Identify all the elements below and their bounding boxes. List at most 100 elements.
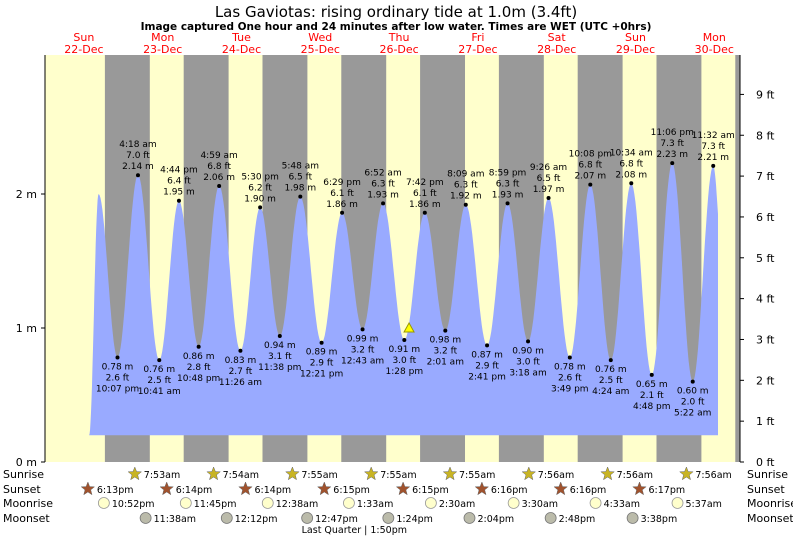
low-tide-metres: 0.98 m: [429, 336, 461, 346]
high-tide-feet: 7.3 ft: [701, 142, 725, 152]
moonset-icon: [626, 512, 639, 524]
low-tide-metres: 0.65 m: [636, 380, 668, 390]
high-tide-metres: 2.21 m: [697, 153, 729, 163]
high-tide-dot: [711, 163, 716, 168]
day-date-label: 22-Dec: [64, 43, 103, 56]
day-name-label: Mon: [703, 31, 726, 44]
right-tick-label: 0 ft: [756, 456, 775, 469]
low-tide-feet: 2.7 ft: [229, 367, 253, 377]
low-tide-time: 4:24 am: [592, 387, 629, 397]
sunrise-row-label-left: Sunrise: [3, 468, 44, 481]
low-tide-time: 11:38 pm: [258, 363, 301, 373]
high-tide-feet: 6.5 ft: [288, 173, 312, 183]
high-tide-metres: 1.86 m: [409, 200, 441, 210]
sunset-row-label-right: Sunset: [747, 483, 785, 496]
moonrise-time: 1:33am: [357, 499, 393, 510]
moonset-time: 2:48pm: [559, 514, 596, 525]
day-date-label: 27-Dec: [458, 43, 497, 56]
day-name-label: Mon: [151, 31, 174, 44]
low-tide-time: 12:43 am: [341, 356, 384, 366]
high-tide-metres: 1.93 m: [492, 190, 524, 200]
low-tide-feet: 2.6 ft: [106, 373, 130, 383]
low-tide-dot: [319, 340, 324, 345]
sunrise-time: 7:55am: [459, 470, 495, 481]
low-tide-metres: 0.99 m: [347, 334, 379, 344]
tide-curve: [89, 163, 719, 436]
day-name-label: Tue: [231, 31, 251, 44]
sunrise-star-icon: [285, 466, 300, 481]
day-date-label: 25-Dec: [301, 43, 340, 56]
high-tide-feet: 6.4 ft: [167, 177, 191, 187]
moonrise-row-label-left: Moonrise: [3, 497, 53, 510]
sunrise-star-icon: [521, 466, 537, 481]
high-tide-time: 7:42 pm: [406, 178, 444, 188]
low-tide-time: 2:41 pm: [468, 372, 506, 382]
moonrise-time: 10:52pm: [112, 499, 155, 510]
day-name-label: Wed: [308, 31, 332, 44]
day-name-label: Sun: [73, 31, 94, 44]
left-tick-label: 1 m: [16, 322, 37, 335]
high-tide-dot: [463, 202, 468, 207]
moonset-icon: [139, 512, 152, 524]
low-tide-time: 1:28 pm: [386, 367, 424, 377]
sunrise-star-icon: [127, 466, 143, 481]
high-tide-time: 4:44 pm: [160, 166, 198, 176]
low-tide-dot: [485, 343, 490, 348]
sunrise-time: 7:55am: [301, 470, 337, 481]
low-tide-time: 12:21 pm: [300, 370, 343, 380]
moonset-time: 2:04pm: [477, 514, 514, 525]
low-tide-metres: 0.76 m: [143, 365, 175, 375]
moonrise-time: 5:37am: [686, 499, 722, 510]
moonrise-icon: [671, 497, 684, 509]
moon-phase-label: Last Quarter | 1:50pm: [302, 525, 407, 536]
day-name-label: Sat: [548, 31, 567, 44]
moonrise-time: 2:30am: [439, 499, 475, 510]
high-tide-dot: [381, 201, 386, 206]
sunset-time: 6:16pm: [570, 485, 607, 496]
moonset-time: 3:38pm: [641, 514, 678, 525]
low-tide-feet: 3.1 ft: [268, 352, 292, 362]
day-date-label: 28-Dec: [537, 43, 576, 56]
low-tide-metres: 0.89 m: [306, 348, 338, 358]
high-tide-metres: 1.92 m: [450, 192, 482, 202]
high-tide-metres: 2.06 m: [203, 173, 235, 183]
moonrise-icon: [97, 497, 110, 509]
high-tide-feet: 6.1 ft: [413, 189, 437, 199]
high-tide-time: 8:59 pm: [489, 168, 527, 178]
sunset-row-label-left: Sunset: [3, 483, 41, 496]
low-tide-feet: 2.6 ft: [558, 373, 582, 383]
moonset-time: 1:24pm: [396, 514, 433, 525]
moonset-icon: [220, 512, 233, 524]
sunrise-time: 7:56am: [538, 470, 574, 481]
high-tide-time: 5:48 am: [282, 162, 319, 172]
low-tide-feet: 2.1 ft: [640, 391, 664, 401]
moonset-time: 11:38am: [154, 514, 196, 525]
right-tick-label: 9 ft: [756, 88, 775, 101]
day-name-label: Fri: [471, 31, 484, 44]
low-tide-feet: 2.0 ft: [681, 398, 705, 408]
low-tide-dot: [238, 348, 243, 353]
high-tide-feet: 6.3 ft: [496, 179, 520, 189]
low-tide-dot: [443, 328, 448, 333]
low-tide-dot: [402, 338, 407, 343]
low-tide-feet: 3.0 ft: [392, 356, 416, 366]
high-tide-feet: 6.8 ft: [578, 161, 602, 171]
right-tick-label: 5 ft: [756, 252, 775, 265]
day-date-label: 23-Dec: [143, 43, 182, 56]
sunset-time: 6:14pm: [254, 485, 291, 496]
high-tide-time: 6:29 pm: [323, 178, 361, 188]
high-tide-feet: 6.3 ft: [454, 181, 478, 191]
sunset-time: 6:15pm: [333, 485, 370, 496]
sunset-time: 6:13pm: [97, 485, 134, 496]
low-tide-feet: 3.2 ft: [351, 345, 375, 355]
right-tick-label: 2 ft: [756, 374, 775, 387]
sunset-star-icon: [80, 481, 96, 496]
sunrise-star-icon: [679, 466, 694, 481]
high-tide-dot: [670, 161, 675, 166]
high-tide-time: 4:59 am: [200, 151, 237, 161]
sunrise-time: 7:55am: [380, 470, 416, 481]
high-tide-dot: [340, 210, 345, 215]
high-tide-time: 11:32 am: [692, 131, 735, 141]
